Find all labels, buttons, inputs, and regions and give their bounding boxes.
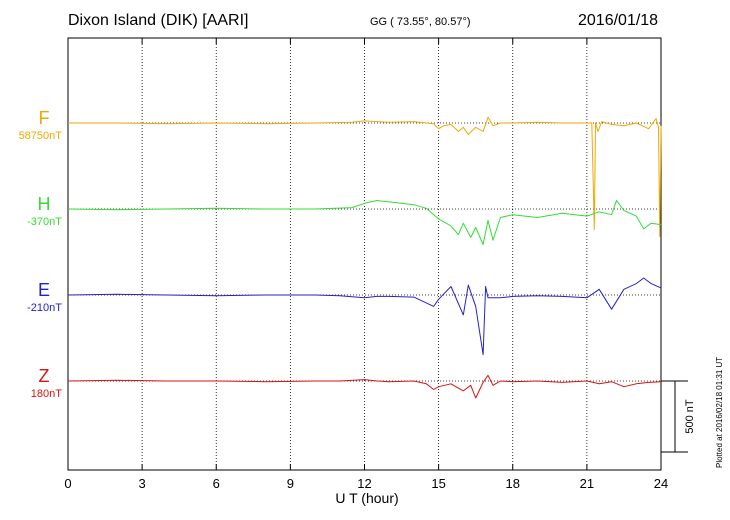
geographic-coordinates: GG ( 73.55°, 80.57°) <box>370 16 471 28</box>
series-name-z: Z <box>39 366 50 386</box>
series-line-z <box>67 374 662 399</box>
x-tick-label: 24 <box>654 476 668 491</box>
x-tick-label: 18 <box>506 476 520 491</box>
series-baseline-h: -370nT <box>27 216 62 228</box>
x-tick-label: 12 <box>357 476 371 491</box>
x-tick-label: 3 <box>139 476 146 491</box>
series-baseline-z: 180nT <box>31 388 62 400</box>
scale-bar-label: 500 nT <box>684 399 696 434</box>
x-tick-label: 21 <box>580 476 594 491</box>
scale-bar: 500 nT <box>661 380 696 453</box>
chart-date: 2016/01/18 <box>578 12 659 29</box>
grid <box>68 38 661 470</box>
series-line-f <box>68 116 662 238</box>
x-tick-label: 0 <box>64 476 71 491</box>
series-name-h: H <box>38 194 51 214</box>
series-line-e <box>67 277 662 356</box>
series-baseline-f: 58750nT <box>19 130 63 142</box>
series-line-h <box>67 200 662 245</box>
series-lines <box>67 116 662 399</box>
series-labels: F 58750nT H -370nT E -210nT Z 180nT <box>19 108 63 400</box>
x-axis-label: U T (hour) <box>335 490 398 506</box>
plotted-timestamp: Plotted at 2016/02/18 01:31 UT <box>715 357 724 468</box>
x-tick-label: 9 <box>287 476 294 491</box>
x-axis-ticks: 0 3 6 9 12 15 18 21 24 <box>64 38 668 491</box>
series-baseline-e: -210nT <box>27 302 62 314</box>
series-name-e: E <box>38 280 50 300</box>
station-title: Dixon Island (DIK) [AARI] <box>68 12 249 29</box>
x-tick-label: 15 <box>431 476 445 491</box>
series-name-f: F <box>39 108 50 128</box>
x-tick-label: 6 <box>213 476 220 491</box>
